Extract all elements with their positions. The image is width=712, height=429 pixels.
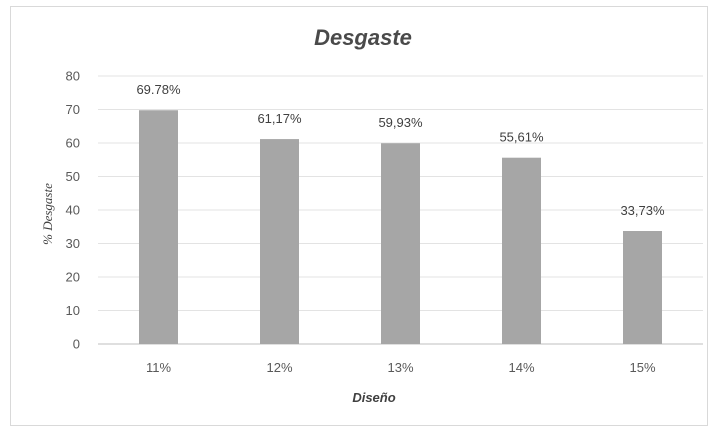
x-tick-label: 12% [266, 360, 292, 375]
data-label: 55,61% [499, 130, 544, 145]
y-tick-label: 10 [66, 303, 80, 318]
y-tick-label: 0 [73, 337, 80, 352]
data-labels: 69.78% 61,17% 59,93% 55,61% 33,73% [136, 82, 665, 218]
data-label: 59,93% [378, 115, 423, 130]
y-tick-label: 60 [66, 136, 80, 151]
y-tick-label: 30 [66, 236, 80, 251]
y-tick-label: 50 [66, 169, 80, 184]
data-label: 69.78% [136, 82, 181, 97]
bar [139, 110, 178, 344]
x-tick-label: 14% [508, 360, 534, 375]
data-label: 61,17% [257, 111, 302, 126]
x-tick-label: 11% [146, 360, 171, 375]
y-tick-label: 80 [66, 69, 80, 84]
data-label: 33,73% [620, 203, 665, 218]
x-axis-ticks: 11% 12% 13% 14% 15% [146, 360, 656, 375]
bars [139, 110, 662, 344]
bar [260, 139, 299, 344]
x-tick-label: 13% [387, 360, 413, 375]
chart-title: Desgaste [314, 25, 412, 50]
y-axis-title: % Desgaste [40, 183, 55, 245]
y-axis-ticks: 0 10 20 30 40 50 60 70 80 [66, 69, 80, 352]
bar [381, 143, 420, 344]
y-tick-label: 40 [66, 203, 80, 218]
x-axis-title: Diseño [352, 390, 395, 405]
x-tick-label: 15% [629, 360, 655, 375]
y-tick-label: 20 [66, 270, 80, 285]
bar [502, 157, 541, 344]
y-tick-label: 70 [66, 102, 80, 117]
bar [623, 231, 662, 344]
